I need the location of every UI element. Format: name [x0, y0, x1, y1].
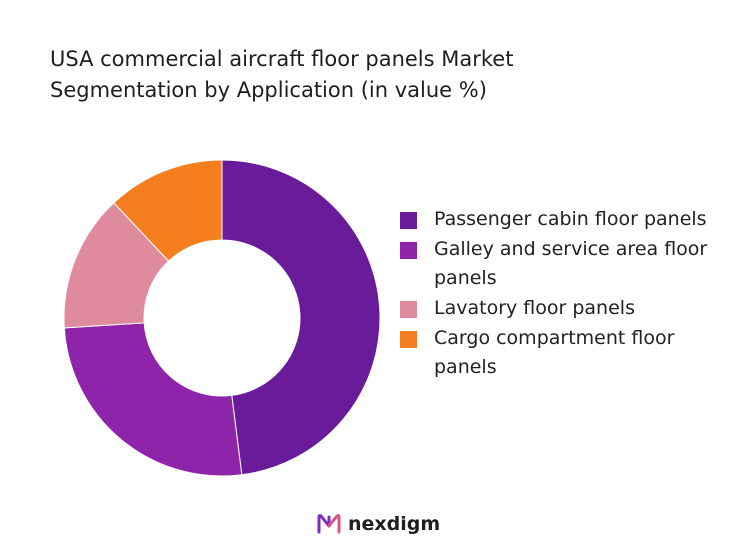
slice-galley-service [63, 322, 243, 477]
legend-swatch [400, 212, 417, 229]
legend-item-cargo: Cargo compartment floor panels [400, 324, 730, 382]
chart-title-line-2: Segmentation by Application (in value %) [50, 78, 487, 102]
legend-swatch [400, 242, 417, 259]
slice-cargo [113, 159, 223, 262]
legend-item-lavatory: Lavatory floor panels [400, 294, 730, 323]
brand-name: nexdigm [348, 513, 441, 535]
legend-label: Galley and service area floor panels [434, 238, 708, 289]
legend-item-galley-service: Galley and service area floor panels [400, 235, 730, 293]
legend-label: Lavatory floor panels [434, 297, 635, 319]
legend-swatch [400, 301, 417, 318]
chart-legend: Passenger cabin floor panels Galley and … [400, 205, 730, 383]
legend-swatch [400, 331, 417, 348]
chart-title-line-1: USA commercial aircraft floor panels Mar… [50, 47, 514, 71]
chart-title: USA commercial aircraft floor panels Mar… [50, 44, 690, 106]
brand-logo: nexdigm [316, 512, 440, 536]
legend-label: Cargo compartment floor panels [434, 327, 675, 378]
nexdigm-logo-icon [317, 514, 341, 534]
legend-label: Passenger cabin floor panels [434, 208, 707, 230]
legend-item-passenger-cabin: Passenger cabin floor panels [400, 205, 730, 234]
slice-passenger-cabin [221, 159, 381, 476]
